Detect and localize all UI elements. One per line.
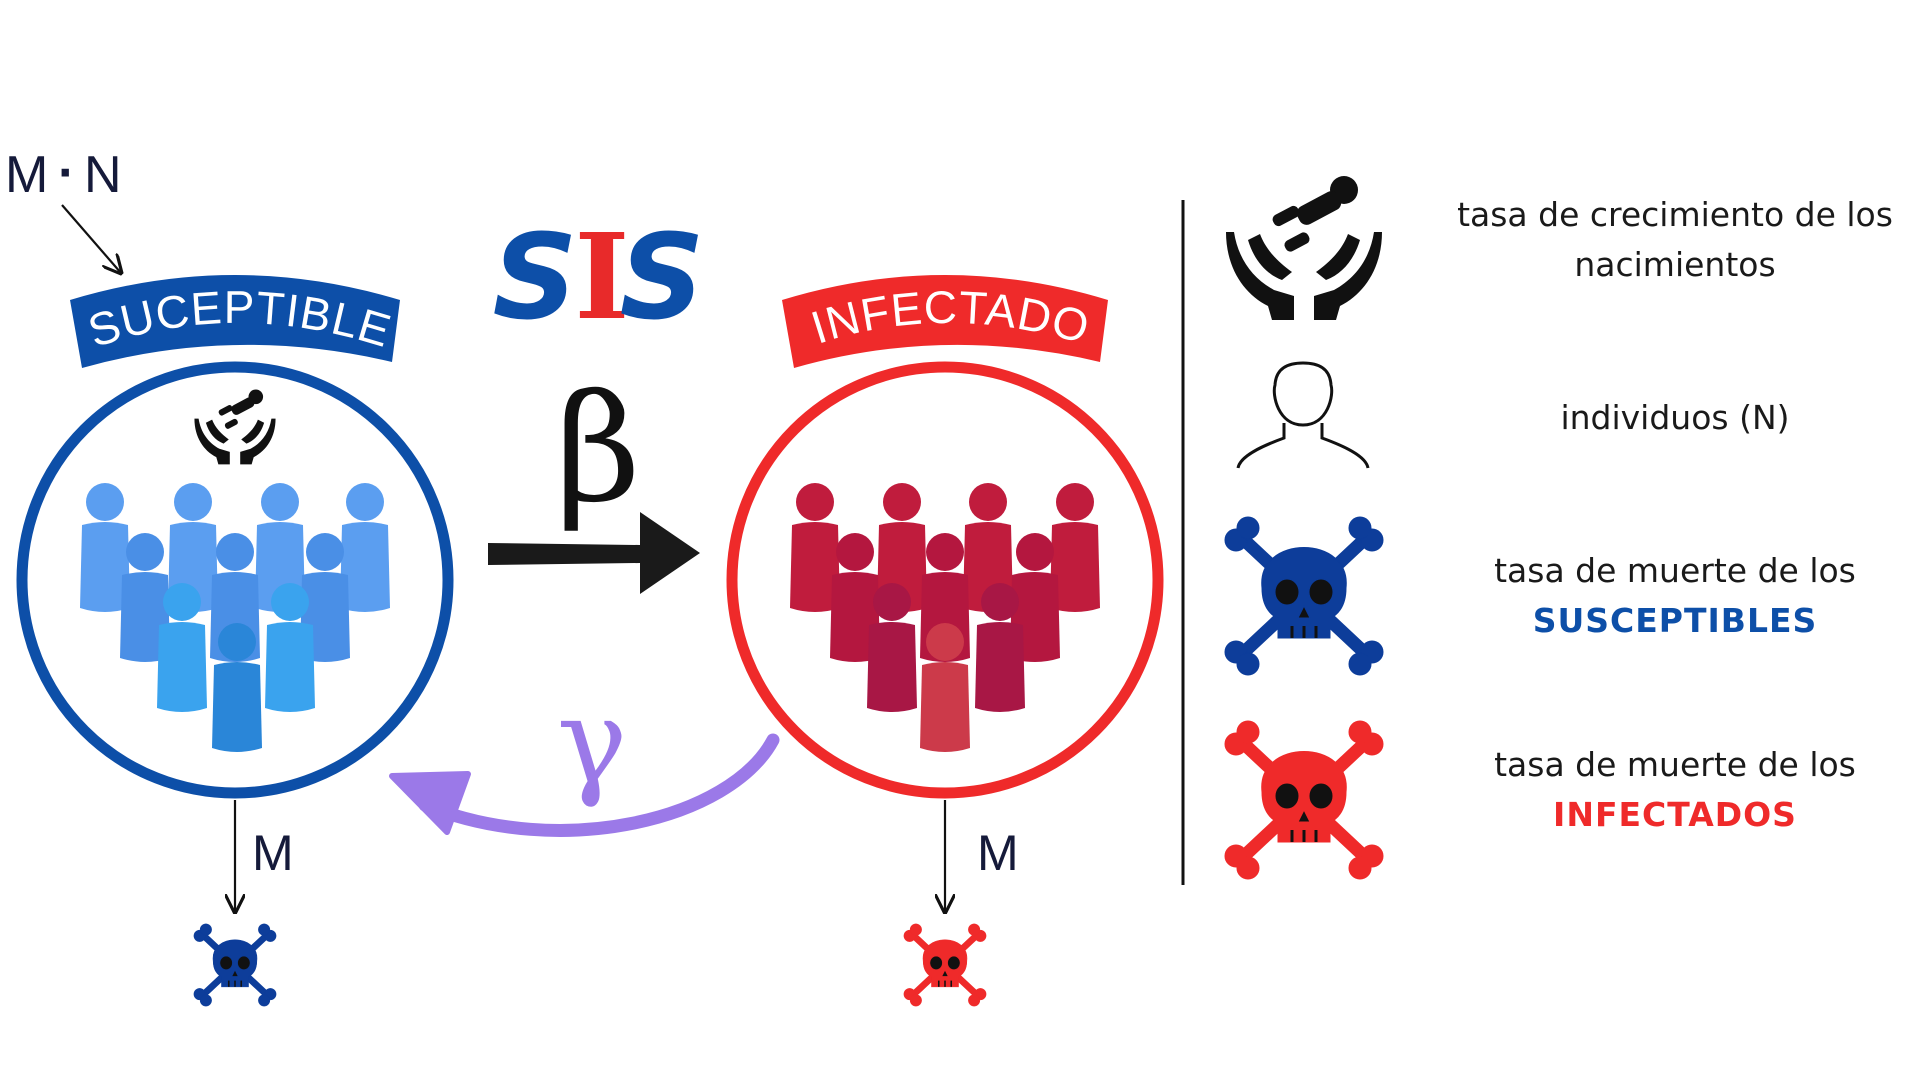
title-s-right: S: [620, 208, 705, 346]
title-i: I: [574, 207, 629, 346]
skull-icon-infected: [904, 924, 986, 1006]
skull-icon-susceptible: [194, 924, 276, 1006]
legend-death-infected-text: tasa de muerte de los INFECTADOS: [1395, 740, 1920, 840]
legend-person-icon: [1236, 361, 1370, 469]
infection-arrow: [488, 512, 700, 594]
legend-births-line1: tasa de crecimiento de los: [1457, 195, 1893, 234]
legend-death-susceptible-text: tasa de muerte de los SUSCEPTIBLES: [1395, 546, 1920, 646]
birth-arrow: [61, 204, 121, 273]
legend-skull-icon-susceptible: [1225, 517, 1383, 675]
legend-births-text: tasa de crecimiento de los nacimientos: [1395, 190, 1920, 290]
legend-death-susceptible-line1: tasa de muerte de los: [1494, 551, 1856, 590]
title-s-left: S: [493, 208, 578, 346]
susceptible-death-rate: M: [252, 825, 294, 881]
infected-death-rate: M: [977, 825, 1019, 881]
birth-term-m: M: [5, 146, 48, 204]
beta-symbol: β: [555, 363, 641, 535]
recovery-arrowhead: [389, 771, 471, 835]
legend-skull-icon-infected: [1225, 721, 1383, 879]
birth-term-n: N: [84, 146, 122, 204]
legend-individuals-text: individuos (N): [1395, 393, 1920, 443]
gamma-symbol: γ: [557, 672, 628, 810]
legend-death-infected-line2: INFECTADOS: [1553, 795, 1797, 834]
infected-banner: [782, 275, 1108, 368]
legend-births-line2: nacimientos: [1574, 245, 1776, 284]
legend-birth-icon: [1226, 176, 1382, 320]
legend-individuals-line1: individuos (N): [1560, 398, 1790, 437]
legend-death-susceptible-line2: SUSCEPTIBLES: [1532, 601, 1818, 640]
legend-death-infected-line1: tasa de muerte de los: [1494, 745, 1856, 784]
susceptible-banner: [70, 275, 400, 368]
birth-term-dot: ·: [58, 144, 75, 202]
recovery-arrow: [418, 733, 780, 837]
